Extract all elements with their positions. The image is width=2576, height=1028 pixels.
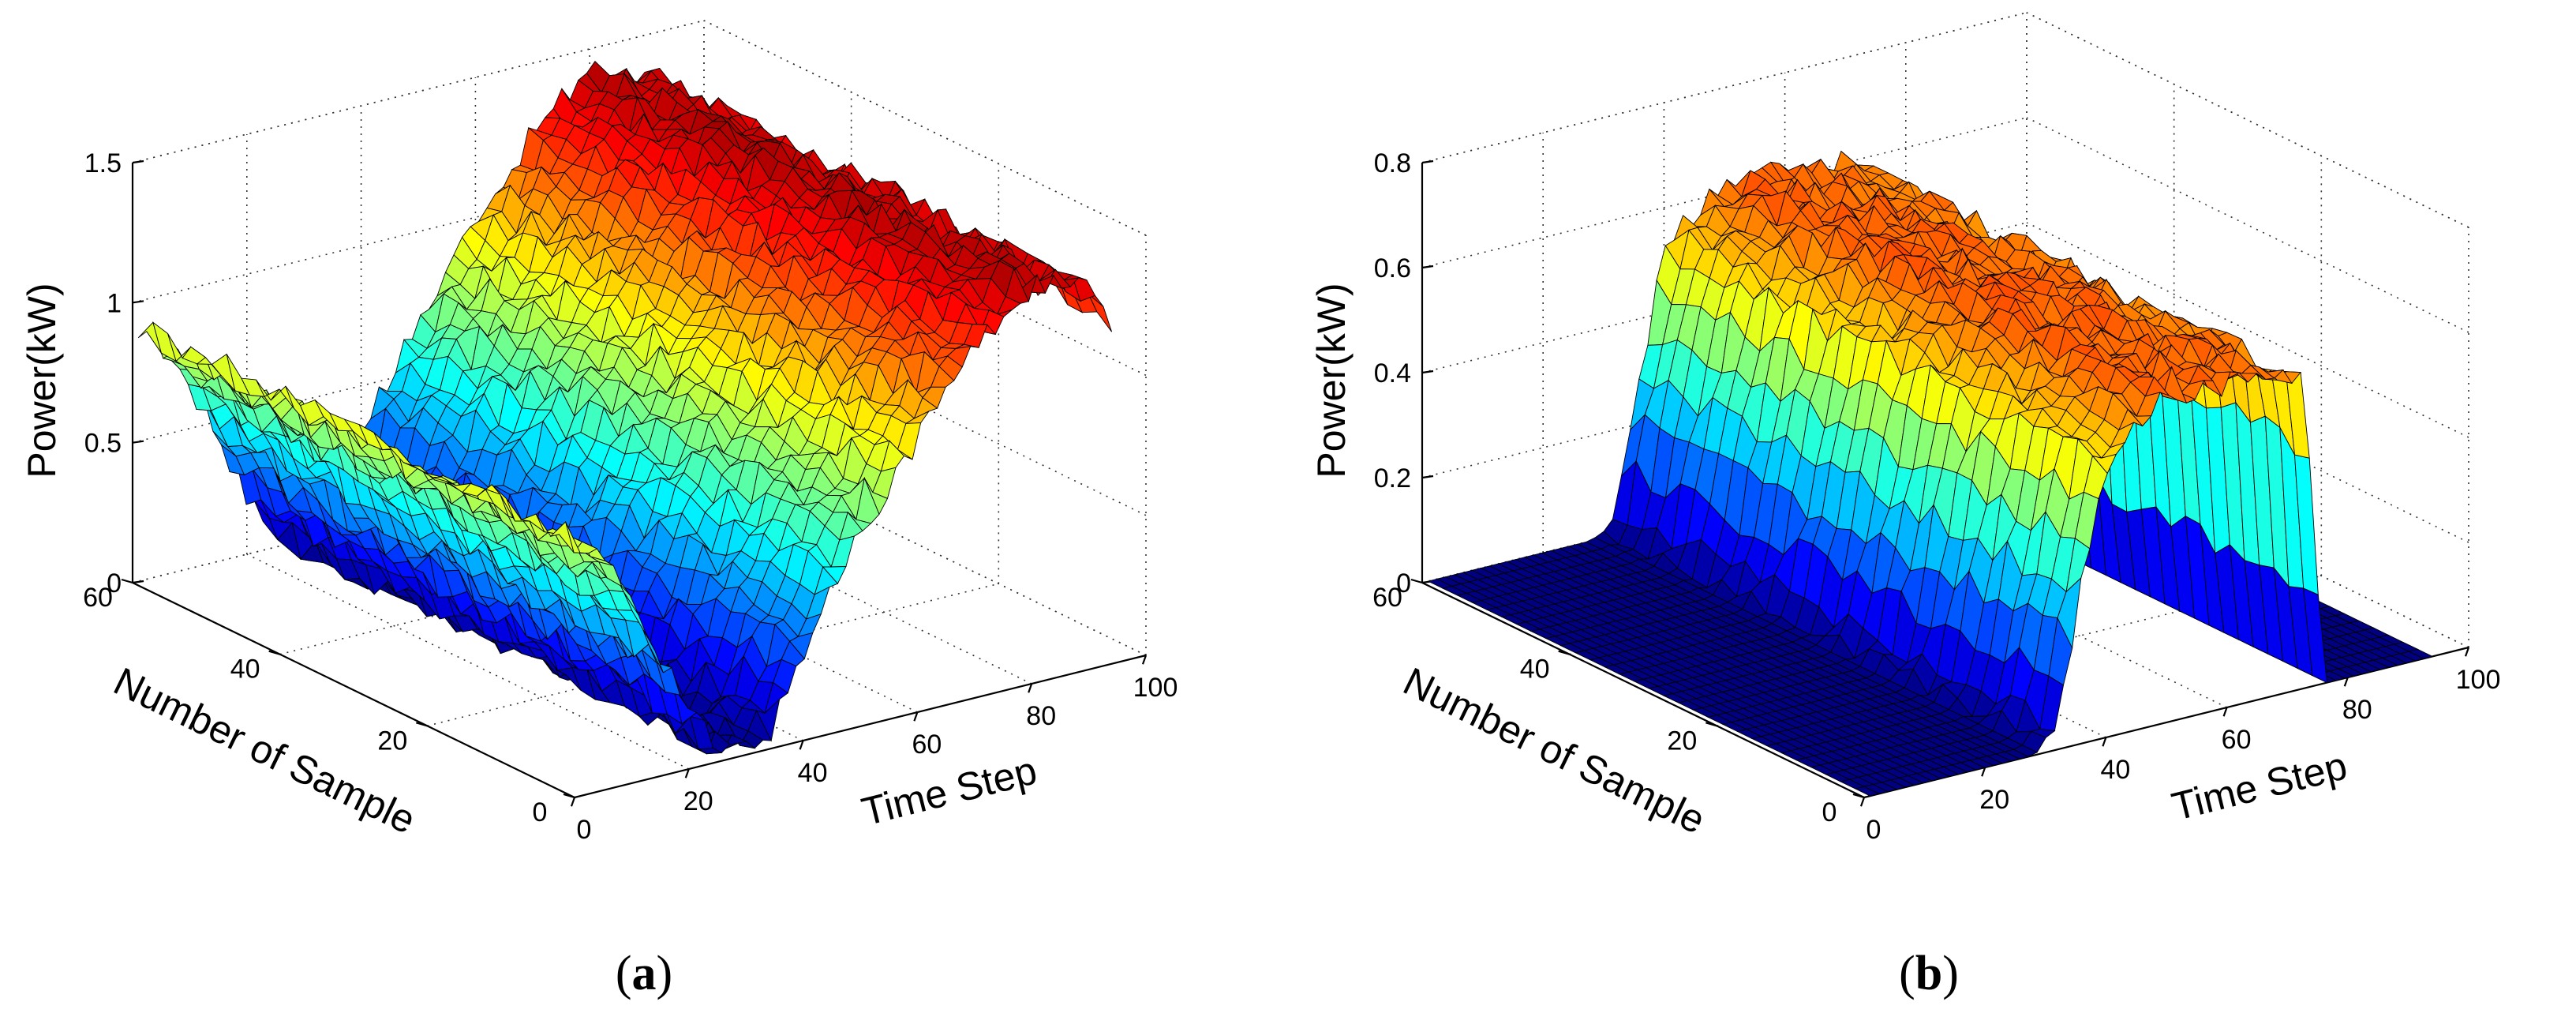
plot-a-ztick-label: 0.5 bbox=[84, 429, 122, 459]
plot-a-ztick-label: 1.5 bbox=[84, 148, 122, 178]
plot-a-xlabel: Time Step bbox=[857, 748, 1041, 834]
chart-panel-a: 0 20 40 60 80 100 0 20 40 60 0 0.5 1 1.5 Time Step Numb… bbox=[20, 20, 1178, 1002]
plot-b-ztick-label: 0.6 bbox=[1374, 253, 1411, 283]
plot-a-surface bbox=[137, 61, 1113, 755]
caption-a-letter: a bbox=[631, 947, 657, 1000]
plot-a-xtick-label: 100 bbox=[1133, 673, 1178, 703]
caption-a-open: ( bbox=[615, 947, 632, 1000]
plot-b-xtick-label: 20 bbox=[1979, 785, 2009, 815]
plot-a-xtick-label: 80 bbox=[1026, 701, 1056, 731]
plot-a-ytick-label: 40 bbox=[230, 655, 260, 685]
plot-b-ytick-label: 40 bbox=[1520, 655, 1550, 685]
caption-a-close: ) bbox=[656, 947, 673, 1000]
plot-b-zlabel: Power(kW) bbox=[1309, 283, 1354, 478]
plot-a-ztick-label: 0 bbox=[107, 568, 122, 598]
plot-b-ztick-label: 0.8 bbox=[1374, 148, 1411, 178]
plot-a-ylabel: Number of Sample bbox=[107, 658, 422, 842]
plot-b-ytick-label: 60 bbox=[1372, 583, 1402, 613]
plot-a-xtick-label: 40 bbox=[798, 758, 828, 788]
caption-b-letter: b bbox=[1915, 947, 1943, 1000]
caption-a: (a) bbox=[526, 946, 762, 1002]
plot-b-xtick-label: 60 bbox=[2222, 725, 2252, 755]
plot-b-ztick-label: 0.2 bbox=[1374, 463, 1411, 493]
caption-b-close: ) bbox=[1942, 947, 1959, 1000]
plot-b-ytick-label: 0 bbox=[1822, 797, 1837, 827]
plot-a-xtick-label: 20 bbox=[683, 786, 713, 816]
caption-b: (b) bbox=[1810, 946, 2047, 1002]
plot-b-ytick-label: 20 bbox=[1667, 726, 1697, 756]
plot-b-xlabel: Time Step bbox=[2167, 743, 2351, 829]
plot-b-surface-patch bbox=[1854, 786, 1881, 797]
plot-b-xtick-label: 40 bbox=[2100, 755, 2130, 785]
plot-a-axes bbox=[121, 159, 1148, 807]
caption-b-open: ( bbox=[1899, 947, 1915, 1000]
plot-a-surface-patch bbox=[1088, 294, 1113, 332]
plot-a-ytick-label: 0 bbox=[533, 797, 548, 827]
plot-a-zlabel: Power(kW) bbox=[20, 283, 64, 478]
chart-panel-b: 0 20 40 60 80 100 0 20 40 60 0 0.2 0.4 0.6 0.8 Time Ste… bbox=[1288, 0, 2576, 1028]
plot-a-surface-patch bbox=[565, 521, 589, 554]
plot-b-ztick-label: 0.4 bbox=[1374, 358, 1411, 388]
plot-a-ytick-label: 60 bbox=[83, 583, 113, 613]
plot-b-xtick-label: 100 bbox=[2456, 665, 2501, 695]
plot-b-surface bbox=[1427, 150, 2434, 797]
plot-a-xtick-label: 60 bbox=[912, 730, 942, 760]
plot-b-xtick-label: 0 bbox=[1866, 815, 1881, 845]
plot-a-xtick-label: 0 bbox=[577, 815, 592, 845]
plot-a-ytick-label: 20 bbox=[377, 726, 407, 756]
plot-b-xtick-label: 80 bbox=[2342, 695, 2372, 725]
plot-a-ztick-label: 1 bbox=[107, 288, 122, 318]
plot-b-ztick-label: 0 bbox=[1396, 568, 1411, 598]
